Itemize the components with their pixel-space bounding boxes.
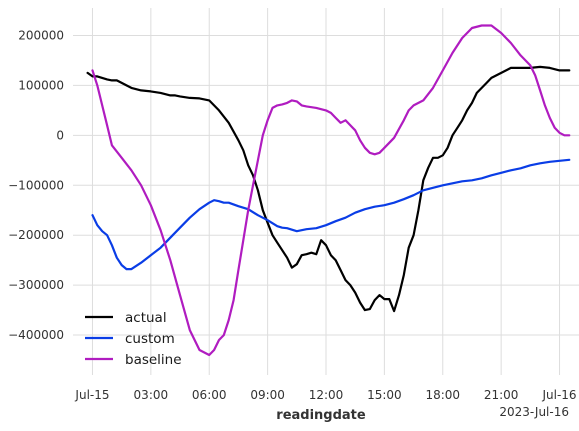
x-tick-label: 12:00 xyxy=(309,388,344,402)
series-lines xyxy=(86,24,571,357)
x-tick-label: Jul-16 xyxy=(541,388,576,402)
series-line-custom xyxy=(91,158,571,271)
series-line-actual xyxy=(86,65,571,313)
y-tick-label: 0 xyxy=(56,128,64,142)
series-line-baseline xyxy=(91,24,571,357)
legend-label-actual: actual xyxy=(125,310,167,326)
x-tick-label: 18:00 xyxy=(425,388,460,402)
x-tick-label: 09:00 xyxy=(250,388,285,402)
legend: actual custom baseline xyxy=(85,310,182,368)
y-tick-label: −400000 xyxy=(8,328,64,342)
grid-lines xyxy=(73,8,579,375)
legend-label-custom: custom xyxy=(125,331,175,347)
y-tick-labels: 200000 100000 0 −100000 −200000 −300000 −40000… xyxy=(8,28,64,342)
y-tick-label: 200000 xyxy=(18,28,64,42)
x-tick-label: 21:00 xyxy=(484,388,519,402)
y-tick-label: −200000 xyxy=(8,228,64,242)
x-tick-label: 06:00 xyxy=(192,388,227,402)
x-axis-offset-label: 2023-Jul-16 xyxy=(499,405,569,419)
legend-label-baseline: baseline xyxy=(125,352,182,368)
x-tick-label: 15:00 xyxy=(367,388,402,402)
x-axis-title: readingdate xyxy=(276,408,366,423)
x-tick-labels: Jul-15 03:00 06:00 09:00 12:00 15:00 18:00 21:0… xyxy=(74,388,576,402)
y-tick-label: −100000 xyxy=(8,178,64,192)
y-tick-label: −300000 xyxy=(8,278,64,292)
x-tick-label: Jul-15 xyxy=(74,388,109,402)
y-tick-label: 100000 xyxy=(18,78,64,92)
x-tick-label: 03:00 xyxy=(134,388,169,402)
